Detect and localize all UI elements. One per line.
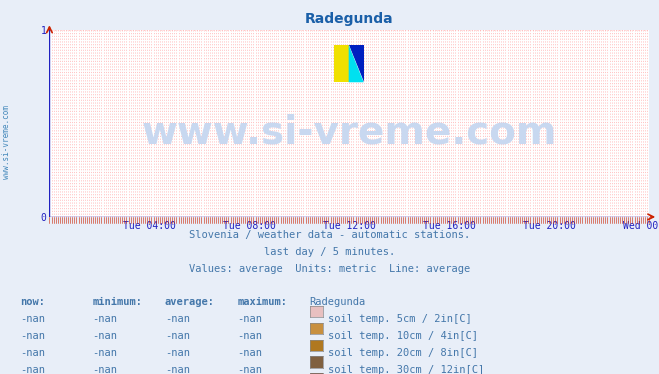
Text: average:: average: [165,297,215,307]
Text: -nan: -nan [20,314,45,324]
Text: -nan: -nan [92,348,117,358]
Text: now:: now: [20,297,45,307]
Text: -nan: -nan [165,314,190,324]
Title: Radegunda: Radegunda [305,12,393,26]
Text: soil temp. 10cm / 4in[C]: soil temp. 10cm / 4in[C] [328,331,478,341]
Text: -nan: -nan [237,348,262,358]
Text: Values: average  Units: metric  Line: average: Values: average Units: metric Line: aver… [189,264,470,274]
Polygon shape [349,45,364,82]
Text: maximum:: maximum: [237,297,287,307]
Text: minimum:: minimum: [92,297,142,307]
Text: www.si-vreme.com: www.si-vreme.com [142,114,557,152]
Text: soil temp. 20cm / 8in[C]: soil temp. 20cm / 8in[C] [328,348,478,358]
Text: -nan: -nan [165,331,190,341]
Text: -nan: -nan [92,314,117,324]
Text: -nan: -nan [237,331,262,341]
Text: last day / 5 minutes.: last day / 5 minutes. [264,247,395,257]
Text: soil temp. 30cm / 12in[C]: soil temp. 30cm / 12in[C] [328,365,484,374]
Polygon shape [349,45,364,82]
Text: -nan: -nan [20,348,45,358]
Text: www.si-vreme.com: www.si-vreme.com [2,105,11,179]
Text: -nan: -nan [165,348,190,358]
Text: -nan: -nan [20,331,45,341]
Text: -nan: -nan [237,365,262,374]
Text: -nan: -nan [92,365,117,374]
Text: soil temp. 5cm / 2in[C]: soil temp. 5cm / 2in[C] [328,314,472,324]
Text: -nan: -nan [20,365,45,374]
Text: Slovenia / weather data - automatic stations.: Slovenia / weather data - automatic stat… [189,230,470,240]
Text: -nan: -nan [237,314,262,324]
Text: -nan: -nan [92,331,117,341]
Text: Radegunda: Radegunda [310,297,366,307]
Text: -nan: -nan [165,365,190,374]
Polygon shape [333,45,349,82]
